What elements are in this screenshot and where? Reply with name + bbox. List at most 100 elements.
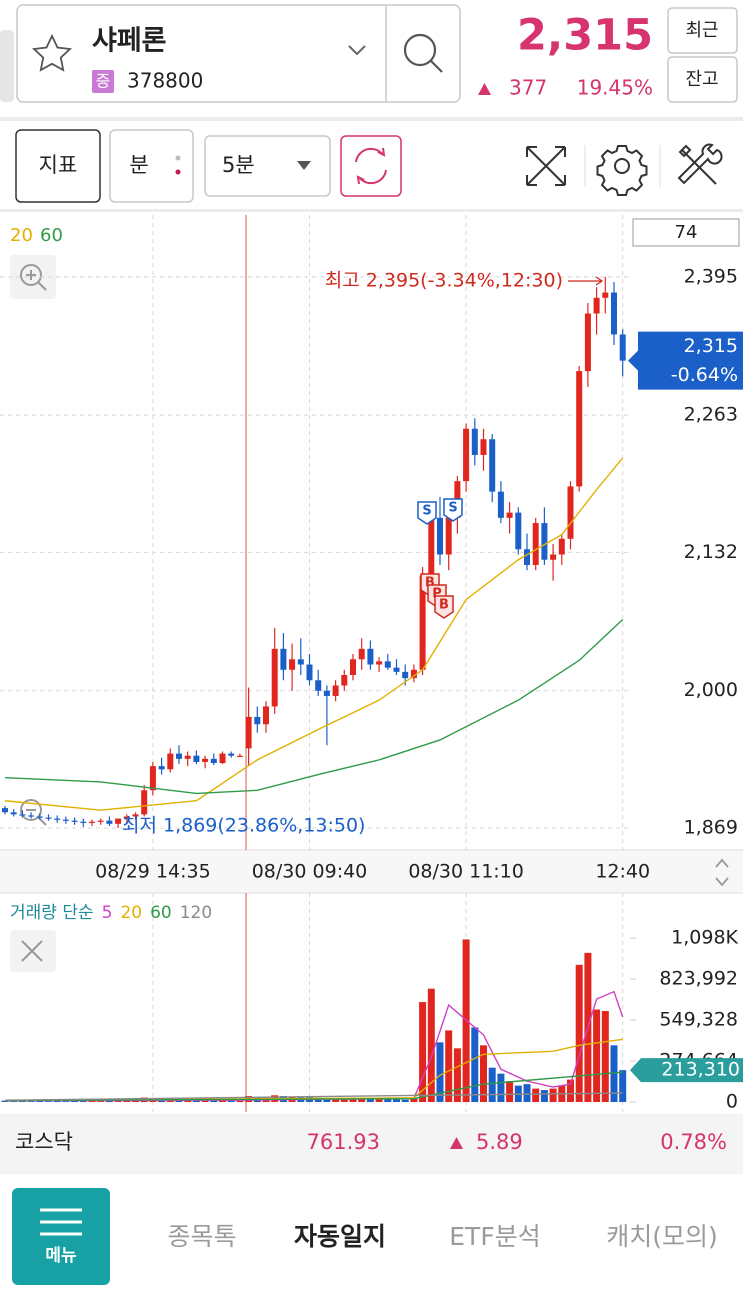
candle-body <box>123 816 130 819</box>
volume-bar <box>419 1002 427 1102</box>
volume-bar <box>79 1100 87 1102</box>
settings-icon[interactable] <box>596 145 648 196</box>
side-tab[interactable] <box>0 30 14 102</box>
scroll-arrows[interactable] <box>715 858 729 887</box>
favorite-star[interactable] <box>31 33 73 72</box>
separator <box>0 209 743 212</box>
candle-body <box>341 675 348 686</box>
volume-bar <box>540 1090 548 1102</box>
balance-button[interactable] <box>667 56 738 103</box>
price-tag <box>628 331 743 390</box>
interval-select[interactable] <box>204 135 331 197</box>
y-tick-label: 2,395 <box>684 265 738 287</box>
period-type-label: 분 <box>129 153 148 177</box>
candle-body <box>141 790 148 815</box>
candle-body <box>158 766 165 770</box>
volume-bar <box>523 1084 531 1102</box>
volume-bar <box>210 1100 218 1102</box>
candle-body <box>497 491 504 518</box>
price-tag-change: -0.64% <box>671 364 738 386</box>
indicator-button[interactable] <box>15 129 101 203</box>
annotation-arrow <box>568 276 604 286</box>
candle-body <box>176 753 182 759</box>
refresh-button[interactable] <box>340 135 402 197</box>
nav-tab[interactable]: 캐치(모의) <box>606 1222 718 1251</box>
signal-label: S <box>448 501 457 516</box>
search-icon[interactable] <box>403 33 443 73</box>
expand-icon[interactable] <box>526 146 566 186</box>
candle-body <box>306 664 313 681</box>
candle-body <box>410 669 417 679</box>
candle-body <box>45 817 52 819</box>
y-tick-label: 823,992 <box>659 968 738 990</box>
volume-bar <box>227 1100 235 1102</box>
y-tick-label: 0 <box>726 1091 738 1113</box>
candle-body <box>506 512 513 518</box>
volume-bar <box>323 1098 331 1102</box>
candle-body <box>10 812 17 815</box>
stock-code: 378800 <box>127 69 203 93</box>
dropdown-chevron[interactable] <box>348 45 366 56</box>
volume-bar <box>601 1011 609 1102</box>
tools-icon[interactable] <box>677 143 723 185</box>
volume-bar <box>114 1100 122 1102</box>
candle-body <box>97 820 104 822</box>
interval-label: 5분 <box>222 153 255 177</box>
menu-button[interactable] <box>12 1188 110 1285</box>
candle-body <box>350 659 356 676</box>
candle-body <box>419 575 426 670</box>
dot <box>175 169 181 175</box>
chart-layer: 1,869 2,000 2,132 2,263 2,395 08/29 14:35 08/3… <box>0 215 743 1113</box>
volume-bar <box>236 1100 244 1102</box>
signal-label: S <box>422 504 431 519</box>
search-box[interactable] <box>16 4 461 103</box>
nav-tab[interactable]: ETF분석 <box>449 1222 540 1251</box>
legend-entry: 5 <box>102 903 113 923</box>
candle-body <box>236 755 243 757</box>
nav-tab[interactable]: 자동일지 <box>294 1222 386 1251</box>
index-change: 5.89 <box>476 1130 523 1154</box>
y-tick-label: 549,328 <box>659 1009 738 1031</box>
period-type-button[interactable] <box>109 129 194 203</box>
volume-bar <box>575 964 583 1102</box>
x-tick-label: 08/29 14:35 <box>95 861 211 883</box>
volume-bar <box>123 1100 131 1102</box>
candle-body <box>428 512 435 576</box>
balance-label: 잔고 <box>685 69 718 90</box>
up-triangle <box>450 1137 463 1149</box>
legend-entry: 120 <box>180 903 212 923</box>
candle-body <box>228 753 235 756</box>
market-badge: 증 <box>96 72 111 91</box>
volume-tag-value: 213,310 <box>661 1059 740 1081</box>
refresh-icon <box>355 147 387 185</box>
select-arrow <box>297 161 311 170</box>
candle-body <box>584 313 591 372</box>
ma-line <box>4 1071 623 1102</box>
volume-bar <box>332 1098 340 1102</box>
menu-icon <box>40 1208 82 1236</box>
dot <box>175 155 181 161</box>
signal-marker <box>417 501 437 525</box>
close-indicator[interactable] <box>10 930 56 972</box>
legend-entry: 60 <box>150 903 172 923</box>
volume-bar <box>97 1101 105 1102</box>
signal-label: B <box>425 576 435 591</box>
volume-bar <box>506 1081 514 1102</box>
candle-body <box>558 538 565 555</box>
candle-body <box>541 523 548 560</box>
nav-tab[interactable]: 종목톡 <box>167 1222 236 1251</box>
candle-body <box>315 680 322 691</box>
candle-body <box>289 659 296 670</box>
candle-body <box>210 758 217 764</box>
candle-body <box>202 758 209 762</box>
volume-bar <box>27 1101 35 1102</box>
volume-bar <box>10 1100 18 1102</box>
volume-bar <box>384 1099 392 1102</box>
volume-bar <box>497 1073 505 1102</box>
candle-body <box>115 818 122 824</box>
volume-bar <box>18 1100 26 1102</box>
recent-button[interactable] <box>667 7 738 54</box>
volume-bar <box>480 1045 487 1102</box>
volume-bar <box>45 1101 52 1102</box>
